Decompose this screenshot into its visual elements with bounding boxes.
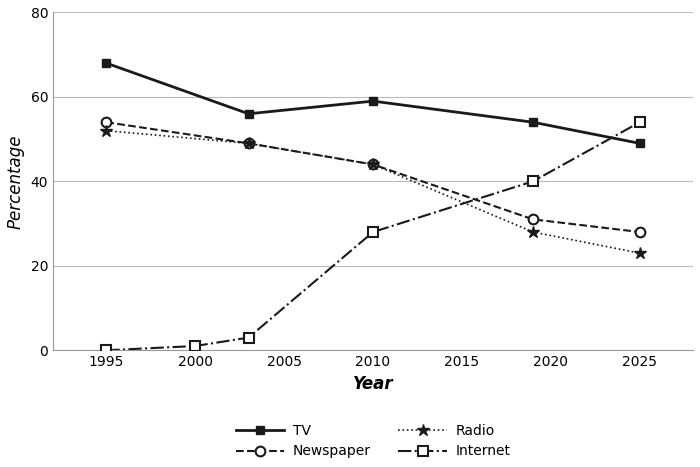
Radio <box>636 250 644 256</box>
TV <box>528 120 537 125</box>
Line: Radio: Radio <box>100 124 646 259</box>
Legend: TV, Newspaper, Radio, Internet: TV, Newspaper, Radio, Internet <box>230 418 516 464</box>
Internet <box>369 229 377 235</box>
Line: Internet: Internet <box>102 117 645 355</box>
Internet <box>102 347 111 353</box>
TV <box>369 99 377 104</box>
Internet <box>191 343 200 349</box>
Newspaper <box>244 141 253 146</box>
Line: TV: TV <box>102 59 644 148</box>
Newspaper <box>528 217 537 222</box>
Newspaper <box>636 229 644 235</box>
Y-axis label: Percentage: Percentage <box>7 134 25 229</box>
Internet <box>244 335 253 340</box>
Newspaper <box>369 162 377 167</box>
TV <box>636 141 644 146</box>
Internet <box>636 120 644 125</box>
Line: Newspaper: Newspaper <box>102 117 645 237</box>
X-axis label: Year: Year <box>353 375 393 393</box>
Radio <box>244 141 253 146</box>
Radio <box>528 229 537 235</box>
TV <box>244 111 253 117</box>
Newspaper <box>102 120 111 125</box>
Internet <box>528 178 537 184</box>
TV <box>102 60 111 66</box>
Radio <box>369 162 377 167</box>
Radio <box>102 128 111 134</box>
